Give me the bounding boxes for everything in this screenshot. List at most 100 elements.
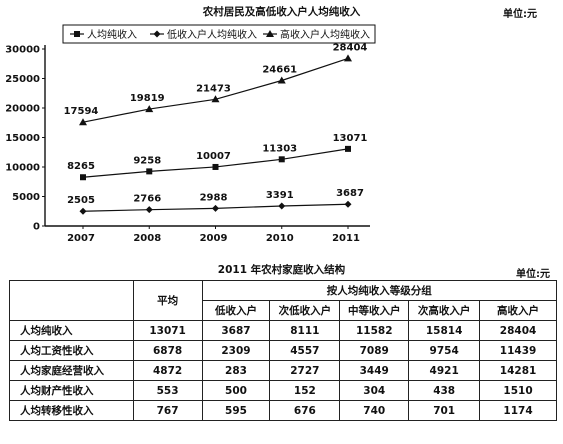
triangle-marker xyxy=(266,30,274,37)
data-label: 17594 xyxy=(64,106,99,117)
square-marker xyxy=(278,156,285,163)
table-cell: 3687 xyxy=(201,320,271,341)
row-label: 人均家庭经营收入 xyxy=(9,360,134,381)
table-cell: 283 xyxy=(201,360,271,381)
table-cell: 1174 xyxy=(479,400,557,421)
data-label: 2988 xyxy=(200,192,228,203)
triangle-marker xyxy=(277,76,286,84)
x-tick-label: 2009 xyxy=(200,233,228,244)
diamond-marker xyxy=(153,30,161,38)
table-cell: 701 xyxy=(408,400,481,421)
table-row: 人均家庭经营收入 4872 283 2727 3449 4921 14281 xyxy=(9,360,557,381)
x-tick-label: 2007 xyxy=(67,233,95,244)
subheader-upper-middle: 次高收入户 xyxy=(408,300,481,321)
triangle-marker xyxy=(79,118,87,126)
legend-box xyxy=(62,24,376,44)
diamond-marker xyxy=(145,206,153,214)
table-cell: 2727 xyxy=(269,360,341,381)
x-tick-label: 2008 xyxy=(133,233,161,244)
table-cell: 304 xyxy=(339,380,410,401)
data-label: 2505 xyxy=(67,195,95,206)
data-label: 10007 xyxy=(196,151,231,162)
table-cell: 500 xyxy=(201,380,271,401)
row-label: 人均财产性收入 xyxy=(9,380,134,401)
diamond-marker xyxy=(212,204,219,212)
square-marker xyxy=(146,168,153,175)
table-row: 人均纯收入 13071 3687 8111 11582 15814 28404 xyxy=(9,320,557,341)
data-label: 2766 xyxy=(133,194,161,205)
diamond-marker xyxy=(344,200,352,208)
y-tick-label: 0 xyxy=(33,222,40,233)
table-cell: 4872 xyxy=(132,360,203,381)
data-labels: 8265 9258 10007 11303 13071 2505 2766 2988 3391 3… xyxy=(64,42,368,206)
legend-label: 高收入户人均纯收入 xyxy=(280,28,370,41)
table-cell: 4921 xyxy=(408,360,481,381)
table-cell: 28404 xyxy=(479,320,557,341)
series-markers xyxy=(79,54,352,215)
subheader-middle: 中等收入户 xyxy=(339,300,410,321)
data-label: 21473 xyxy=(196,83,231,94)
square-marker xyxy=(80,174,86,181)
table-cell: 8111 xyxy=(269,320,341,341)
diamond-marker xyxy=(278,202,286,210)
table-unit: 单位:元 xyxy=(516,269,550,280)
y-tick-label: 25000 xyxy=(5,74,40,85)
y-tick-label: 20000 xyxy=(5,104,40,115)
table-corner-cell xyxy=(9,280,134,321)
table-cell: 595 xyxy=(201,400,271,421)
table-cell: 3449 xyxy=(339,360,410,381)
square-marker xyxy=(212,163,219,170)
data-label: 3391 xyxy=(266,190,294,201)
income-structure-table: 平均 按人均纯收入等级分组 低收入户 次低收入户 中等收入户 次高收入户 高收入… xyxy=(9,280,558,421)
table-row: 人均工资性收入 6878 2309 4557 7089 9754 11439 xyxy=(9,340,557,361)
x-tick-label: 2010 xyxy=(266,233,294,244)
square-marker xyxy=(74,31,80,37)
row-label: 人均纯收入 xyxy=(9,320,134,341)
triangle-marker xyxy=(145,105,154,113)
diamond-marker xyxy=(79,207,87,215)
legend-label: 人均纯收入 xyxy=(87,28,137,41)
row-label: 人均转移性收入 xyxy=(9,400,134,421)
data-label: 3687 xyxy=(336,188,364,199)
legend-label: 低收入户人均纯收入 xyxy=(167,28,257,41)
data-label: 9258 xyxy=(133,155,161,166)
table-cell: 6878 xyxy=(132,340,203,361)
chart-unit: 单位:元 xyxy=(503,9,537,20)
triangle-marker xyxy=(344,54,352,62)
data-label: 13071 xyxy=(333,133,368,144)
x-tick-label: 2011 xyxy=(332,233,360,244)
header-average: 平均 xyxy=(132,280,203,321)
series-lines xyxy=(82,57,349,212)
table-cell: 4557 xyxy=(269,340,341,361)
table-cell: 2309 xyxy=(201,340,271,361)
table-cell: 14281 xyxy=(479,360,557,381)
triangle-marker xyxy=(211,95,220,103)
square-marker xyxy=(345,145,351,152)
y-tick-label: 15000 xyxy=(5,133,40,144)
chart-title: 农村居民及高低收入户人均纯收入 xyxy=(202,6,361,18)
data-label: 11303 xyxy=(262,143,297,154)
table-cell: 553 xyxy=(132,380,203,401)
table-cell: 1510 xyxy=(479,380,557,401)
legend: 人均纯收入 低收入户人均纯收入 高收入户人均纯收入 xyxy=(62,24,376,44)
table-cell: 7089 xyxy=(339,340,410,361)
table-cell: 438 xyxy=(408,380,481,401)
data-label: 24661 xyxy=(262,65,297,76)
table-cell: 15814 xyxy=(408,320,481,341)
table-cell: 767 xyxy=(132,400,203,421)
header-income-groups: 按人均纯收入等级分组 xyxy=(201,280,558,301)
table-cell: 152 xyxy=(269,380,341,401)
table-cell: 11439 xyxy=(479,340,557,361)
data-label: 19819 xyxy=(130,93,165,104)
data-label: 28404 xyxy=(333,42,368,53)
table-cell: 676 xyxy=(269,400,341,421)
y-tick-label: 5000 xyxy=(12,192,40,203)
table-cell: 11582 xyxy=(339,320,410,341)
table-cell: 740 xyxy=(339,400,410,421)
line-chart: 0 5000 10000 15000 20000 25000 30000 2007 2008 20… xyxy=(5,24,376,244)
y-tick-label: 30000 xyxy=(5,45,40,56)
table-row: 人均财产性收入 553 500 152 304 438 1510 xyxy=(9,380,557,401)
table-cell: 9754 xyxy=(408,340,481,361)
table-title: 2011 年农村家庭收入结构 xyxy=(217,264,346,276)
subheader-high: 高收入户 xyxy=(479,300,557,321)
